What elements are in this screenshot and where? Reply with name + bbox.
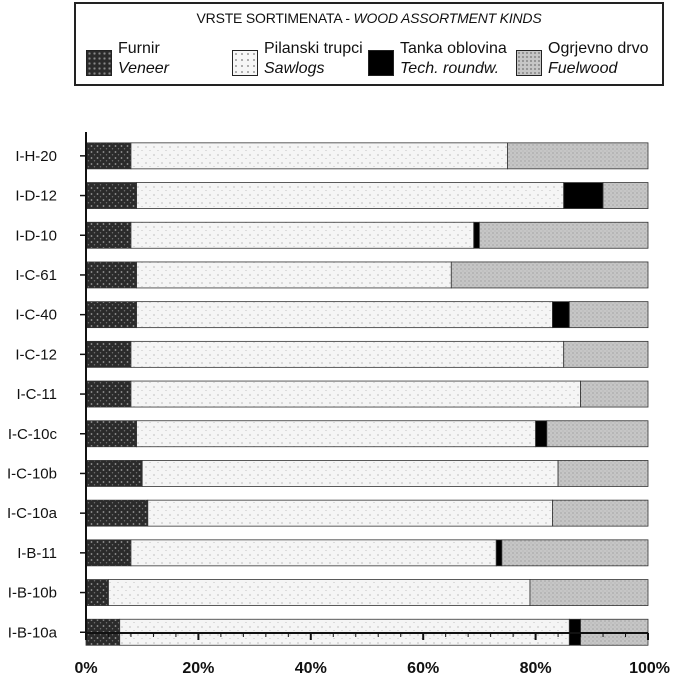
legend-label-tech-roundwood: Tanka oblovina: [400, 40, 507, 57]
bar-sawlogs-i-c-12: [130, 340, 565, 368]
bar-veneer-i-b-10b: [85, 579, 109, 606]
bar-tech-roundwood-i-b-11: [495, 539, 503, 567]
bar-veneer-i-c-61: [85, 261, 137, 289]
bar-sawlogs-i-c-11: [130, 380, 581, 408]
y-tick-label-i-c-11: I-C-11: [16, 386, 57, 403]
bar-fuelwood-i-d-10: [478, 221, 649, 249]
bar-veneer-i-c-11: [85, 380, 132, 408]
bar-sawlogs-i-c-10b: [141, 460, 559, 487]
bar-fuelwood-i-c-10c: [546, 420, 649, 448]
bar-sawlogs-i-c-10c: [136, 420, 536, 448]
bar-veneer-i-c-10c: [85, 420, 137, 448]
legend-swatch-sawlogs: [232, 50, 258, 76]
bar-veneer-i-b-11: [85, 539, 132, 567]
legend-label-fuelwood: Ogrjevno drvo: [548, 40, 649, 57]
y-tick-label-i-b-10a: I-B-10a: [8, 624, 58, 641]
y-tick-label-i-c-10a: I-C-10a: [7, 505, 58, 522]
legend-swatch-tech-roundwood: [368, 50, 394, 76]
x-tick-label-40pct: 40%: [295, 660, 327, 677]
bar-sawlogs-i-c-10a: [147, 499, 553, 527]
bar-tech-roundwood-i-d-12: [563, 182, 604, 209]
bar-sawlogs-i-c-61: [136, 261, 452, 289]
legend-label-veneer: Furnir: [118, 40, 160, 57]
legend-label-fuelwood-en: Fuelwood: [548, 60, 618, 77]
x-tick-label-0pct: 0%: [74, 660, 97, 677]
y-tick-label-i-d-12: I-D-12: [15, 188, 57, 205]
bar-sawlogs-i-d-10: [130, 221, 475, 249]
y-tick-label-i-c-40: I-C-40: [15, 307, 57, 324]
bar-fuelwood-i-b-11: [501, 539, 649, 567]
legend-label-sawlogs: Pilanski trupci: [264, 40, 363, 57]
legend-title-local: VRSTE SORTIMENATA -: [196, 10, 354, 26]
bar-sawlogs-i-b-11: [130, 539, 497, 567]
bar-tech-roundwood-i-c-10c: [535, 420, 548, 448]
bar-fuelwood-i-b-10b: [529, 579, 649, 606]
bar-sawlogs-i-c-40: [136, 301, 553, 329]
legend-label-veneer-en: Veneer: [118, 60, 169, 77]
legend-swatch-veneer: [86, 50, 112, 76]
bar-veneer-i-h-20: [85, 142, 132, 170]
bar-fuelwood-i-c-40: [568, 301, 649, 329]
bar-fuelwood-i-c-10a: [552, 499, 649, 527]
bar-veneer-i-d-12: [85, 182, 137, 209]
x-tick-label-60pct: 60%: [407, 660, 439, 677]
y-tick-label-i-d-10: I-D-10: [15, 227, 57, 244]
legend-title-en: WOOD ASSORTMENT KINDS: [353, 10, 542, 26]
bar-fuelwood-i-c-12: [563, 340, 649, 368]
y-tick-label-i-b-11: I-B-11: [17, 545, 57, 562]
y-tick-label-i-c-61: I-C-61: [15, 267, 57, 284]
x-tick-label-20pct: 20%: [182, 660, 214, 677]
legend-title: VRSTE SORTIMENATA - WOOD ASSORTMENT KIND…: [76, 10, 662, 26]
x-tick-label-80pct: 80%: [520, 660, 552, 677]
y-tick-label-i-h-20: I-H-20: [15, 148, 57, 165]
legend-swatch-fuelwood: [516, 50, 542, 76]
bar-veneer-i-c-12: [85, 340, 132, 368]
y-tick-label-i-c-12: I-C-12: [15, 346, 57, 363]
x-tick-label-100pct: 100%: [629, 660, 670, 677]
y-tick-label-i-c-10b: I-C-10b: [7, 465, 57, 482]
bar-sawlogs-i-b-10b: [108, 579, 531, 606]
bar-fuelwood-i-d-12: [602, 182, 649, 209]
legend-label-tech-roundwood-en: Tech. roundw.: [400, 60, 500, 77]
bar-tech-roundwood-i-c-40: [552, 301, 570, 329]
bar-veneer-i-d-10: [85, 221, 132, 249]
bar-veneer-i-c-10a: [85, 499, 149, 527]
bar-veneer-i-c-40: [85, 301, 137, 329]
legend-label-sawlogs-en: Sawlogs: [264, 60, 325, 77]
bar-veneer-i-c-10b: [85, 460, 143, 487]
bar-tech-roundwood-i-d-10: [473, 221, 480, 249]
bar-sawlogs-i-d-12: [136, 182, 565, 209]
y-tick-label-i-c-10c: I-C-10c: [8, 426, 58, 443]
bar-fuelwood-i-c-11: [580, 380, 649, 408]
legend: VRSTE SORTIMENATA - WOOD ASSORTMENT KIND…: [74, 2, 664, 86]
bar-fuelwood-i-h-20: [507, 142, 649, 170]
y-tick-label-i-b-10b: I-B-10b: [8, 585, 57, 602]
bar-sawlogs-i-h-20: [130, 142, 508, 170]
bar-fuelwood-i-c-61: [450, 261, 649, 289]
bar-fuelwood-i-c-10b: [557, 460, 649, 487]
